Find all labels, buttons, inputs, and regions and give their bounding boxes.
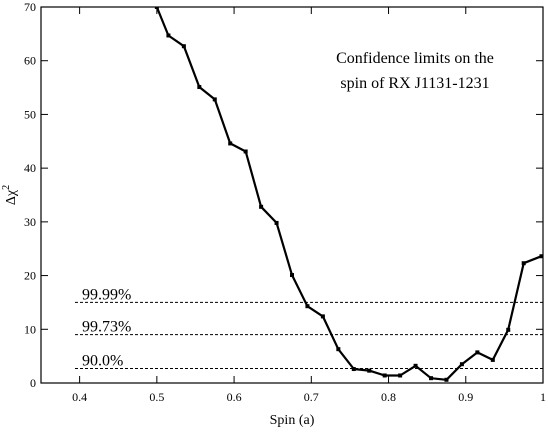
data-point [181,44,186,49]
data-point [367,368,372,373]
data-point [398,373,403,378]
data-point [274,220,279,225]
y-axis-label: Δχ2 [1,185,19,205]
x-tick-label: 0.8 [381,390,396,404]
plot-area-border [40,6,544,384]
confidence-levels: 99.99% 99.73% 90.0% [75,286,543,369]
data-point [212,97,217,102]
data-point [444,377,449,382]
data-point [197,85,202,90]
data-point [243,149,248,154]
data-point [166,33,171,38]
plot-frame [40,6,544,384]
data-point [154,7,159,9]
data-point [320,314,325,319]
y-tick-label: 60 [24,54,36,68]
x-tick-label: 0.7 [304,390,319,404]
confidence-level-label: 99.73% [82,319,131,336]
data-point [382,373,387,378]
y-tick-label: 70 [24,0,36,14]
y-axis-label-superscript: 2 [1,185,12,190]
data-point [290,273,294,278]
data-point [305,304,310,309]
data-point [506,327,511,332]
x-tick-label: 0.4 [72,390,87,404]
data-point [259,204,264,209]
data-point [336,347,341,352]
data-point [459,362,464,367]
x-tick-label: 0.5 [149,390,164,404]
y-tick-label: 10 [24,322,36,336]
data-point [351,367,356,372]
x-axis-label: Spin (a) [270,413,315,428]
data-point [475,350,480,355]
data-point [521,261,526,266]
y-axis-label-main: Δχ [4,189,19,205]
confidence-level-label: 90.0% [82,352,123,369]
data-series [154,7,543,382]
x-tick-label: 1 [540,390,546,404]
data-point [490,357,495,362]
chart-title-line-2: spin of RX J1131-1231 [340,75,489,92]
data-point [429,376,434,381]
y-tick-label: 40 [24,161,36,175]
chart-title-line-1: Confidence limits on the [336,50,494,67]
x-tick-label: 0.9 [458,390,473,404]
chart-title: Confidence limits on the spin of RX J113… [336,50,494,92]
y-tick-label: 20 [24,269,36,283]
data-point [539,254,543,259]
y-tick-label: 30 [24,215,36,229]
confidence-level-label: 99.99% [82,286,131,303]
y-tick-label: 0 [30,376,36,390]
y-tick-label: 50 [24,107,36,121]
data-point [228,141,233,146]
axis-labels: Spin (a) Δχ2 [1,185,315,428]
x-tick-label: 0.6 [227,390,242,404]
data-point [413,363,418,368]
